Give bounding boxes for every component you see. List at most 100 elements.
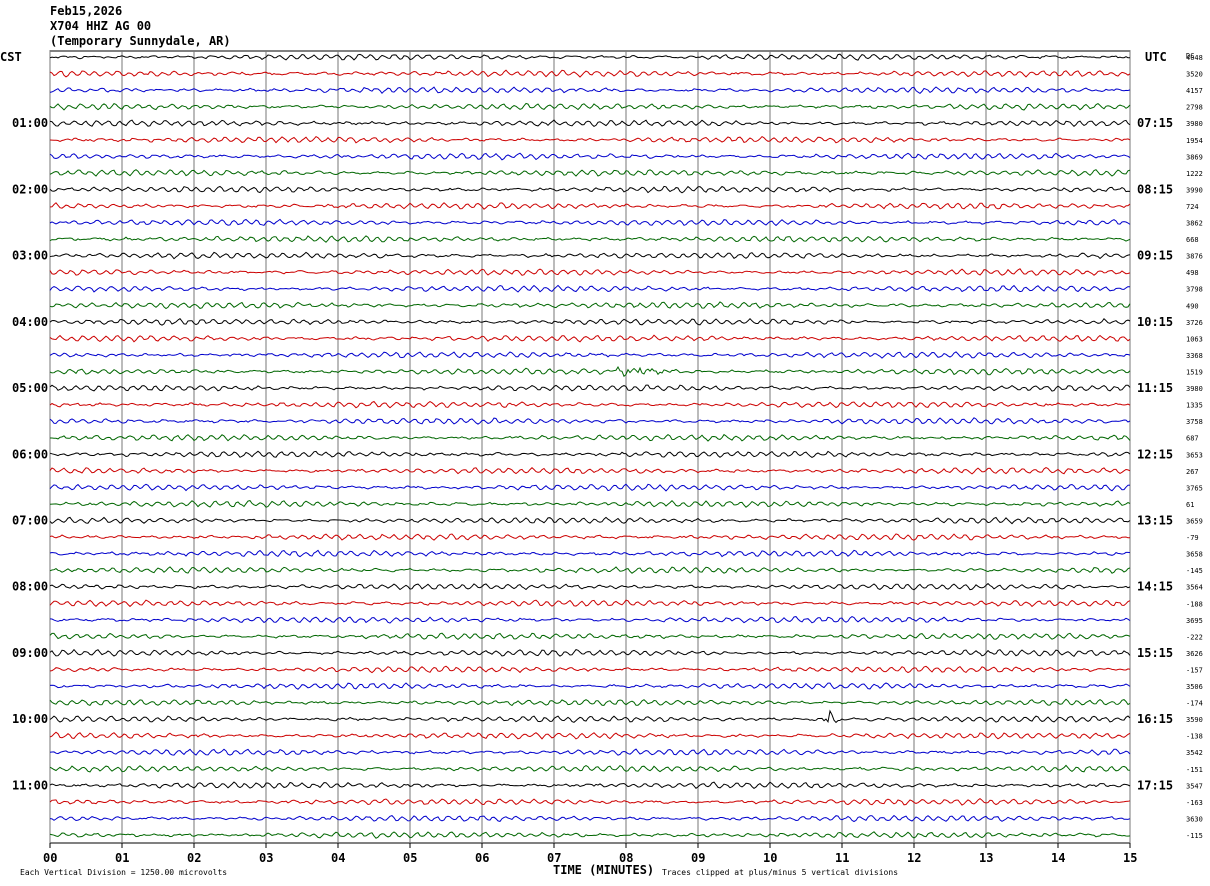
trace-8 [49,185,1131,194]
trace-46 [49,814,1131,823]
x-tick-label: 15 [1123,851,1137,865]
utc-hour-label: 07:15 [1137,116,1173,130]
left-timezone-label: CST [0,50,22,64]
utc-hour-label: 17:15 [1137,778,1173,792]
dc-offset: 3980 [1186,120,1203,128]
trace-31 [49,566,1131,574]
utc-hour-label: 14:15 [1137,580,1173,594]
x-tick-label: 11 [835,851,849,865]
trace-21 [49,400,1131,409]
dc-offset: -222 [1186,633,1203,641]
dc-offset: 3876 [1186,253,1203,261]
trace-4 [49,119,1131,128]
x-tick-label: 08 [619,851,633,865]
utc-hour-label: 09:15 [1137,249,1173,263]
trace-18 [49,351,1131,359]
cst-hour-label: 08:00 [12,580,48,594]
x-tick-label: 06 [475,851,489,865]
dc-offset: -145 [1186,567,1203,575]
station-location: (Temporary Sunnydale, AR) [50,34,231,48]
trace-37 [49,665,1131,674]
dc-offset: 687 [1186,435,1199,443]
trace-11 [49,235,1131,243]
dc-offset: 61 [1186,501,1194,509]
trace-24 [49,450,1131,458]
dc-offset: 3658 [1186,551,1203,559]
utc-hour-label: 16:15 [1137,712,1173,726]
utc-hour-label: 12:15 [1137,447,1173,461]
trace-14 [49,284,1131,293]
dc-offset-labels: 4048 3520 4157 2798 3980 1954 3869 1222 3990 724 3… [1186,54,1203,840]
trace-19 [49,365,1131,378]
dc-offset: 3542 [1186,749,1203,757]
x-tick-label: 05 [403,851,417,865]
dc-offset: -174 [1186,700,1203,708]
trace-20 [49,384,1131,392]
x-tick-label: 12 [907,851,921,865]
trace-34 [49,616,1131,624]
station-code: X704 HHZ AG 00 [50,19,152,33]
trace-47 [49,831,1131,839]
dc-offset: 3980 [1186,385,1203,393]
trace-36 [49,648,1131,657]
trace-45 [49,797,1131,806]
minute-gridlines [49,50,1131,848]
dc-offset: 1954 [1186,137,1203,145]
scale-note: Each Vertical Division = 1250.00 microvo… [20,868,227,877]
trace-29 [49,533,1130,541]
x-tick-label: 14 [1051,851,1065,865]
dc-offset: 3798 [1186,286,1203,294]
cst-hour-label: 11:00 [12,778,48,792]
trace-32 [49,582,1131,591]
dc-offset: 3862 [1186,220,1203,228]
dc-offset: 3368 [1186,352,1203,360]
dc-offset: 498 [1186,269,1199,277]
utc-hour-label: 13:15 [1137,513,1173,527]
x-tick-label: 04 [331,851,345,865]
cst-hour-label: 04:00 [12,315,48,329]
dc-column-tag: DC [1186,52,1194,60]
trace-12 [49,251,1131,260]
trace-3 [49,102,1131,111]
cst-hour-labels: 01:00 02:00 03:00 04:00 05:00 06:00 07:00 08:00… [12,116,48,792]
trace-0 [49,53,1131,61]
dc-offset: -157 [1186,666,1203,674]
trace-38 [49,682,1131,690]
dc-offset: 3520 [1186,71,1203,79]
dc-offset: -151 [1186,766,1203,774]
cst-hour-label: 10:00 [12,712,48,726]
cst-hour-label: 03:00 [12,249,48,263]
trace-7 [49,169,1131,177]
dc-offset: 3765 [1186,484,1203,492]
dc-offset: 3630 [1186,815,1203,823]
trace-30 [49,549,1131,558]
trace-39 [49,698,1131,707]
dc-offset: 3547 [1186,782,1203,790]
trace-35 [49,632,1131,641]
dc-offset: -188 [1186,600,1203,608]
dc-offset: 1519 [1186,369,1203,377]
x-tick-labels: 00 01 02 03 04 05 06 07 08 09 10 11 12 13 14 15 [43,851,1137,865]
x-tick-label: 09 [691,851,705,865]
trace-41 [49,731,1131,740]
cst-hour-label: 06:00 [12,447,48,461]
trace-6 [49,152,1131,161]
dc-offset: -138 [1186,733,1203,741]
dc-offset: 3695 [1186,617,1203,625]
dc-offset: 1335 [1186,402,1203,410]
trace-lines [49,53,1131,839]
x-tick-label: 03 [259,851,273,865]
dc-offset: -115 [1186,832,1203,840]
utc-hour-label: 15:15 [1137,646,1173,660]
utc-hour-label: 08:15 [1137,182,1173,196]
x-tick-label: 07 [547,851,561,865]
right-timezone-label: UTC [1145,50,1167,64]
dc-offset: 3564 [1186,584,1203,592]
cst-hour-label: 05:00 [12,381,48,395]
dc-offset: 490 [1186,302,1199,310]
dc-offset: 3990 [1186,186,1203,194]
dc-offset: -79 [1186,534,1199,542]
trace-23 [50,433,1131,442]
trace-22 [49,417,1131,425]
dc-offset: 4157 [1186,87,1203,95]
